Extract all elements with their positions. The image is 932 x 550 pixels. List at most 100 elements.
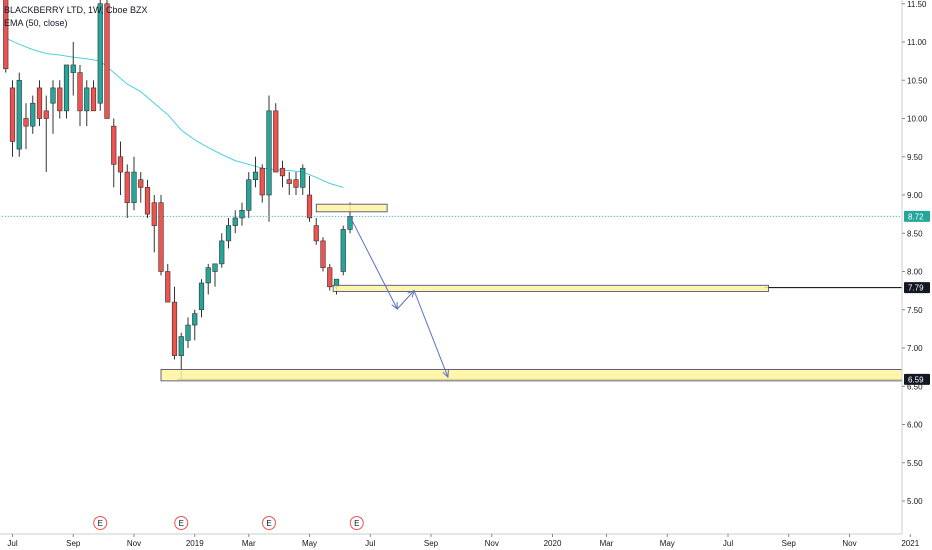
candle: [36, 80, 43, 127]
candle: [246, 172, 252, 218]
indicator-label[interactable]: EMA (50, close): [4, 18, 68, 28]
earnings-marker: E: [93, 516, 108, 530]
candle: [63, 64, 70, 119]
candle-body-up: [252, 171, 259, 181]
candle-body-down: [273, 110, 279, 173]
price-tag-bg: [904, 210, 930, 222]
candle-body-up: [50, 87, 56, 104]
candle: [185, 317, 191, 348]
candle: [239, 202, 245, 226]
candle-body-down: [259, 167, 265, 196]
candle-body-down: [57, 87, 63, 112]
candle-body-down: [111, 125, 117, 165]
candle: [306, 175, 313, 222]
price-tick-label: 10.00: [907, 115, 928, 124]
price-tick-label: 11.00: [907, 38, 927, 47]
candle-body-down: [9, 87, 16, 142]
candle-body-up: [340, 229, 346, 272]
candle-body-down: [320, 240, 326, 268]
candle-body-down: [124, 171, 130, 203]
price-tag-label: 6.59: [908, 375, 924, 384]
earnings-marker: E: [262, 516, 276, 530]
candles-layer: [3, 0, 353, 380]
candle-body-down: [23, 118, 29, 127]
price-axis[interactable]: 11.50 11.00 10.50 10.00 9.50 9.00 8.50 8.00 7.50…: [901, 0, 930, 534]
projection-arrow-segment: [396, 290, 415, 310]
candle: [219, 233, 225, 268]
price-tick-label: 5.50: [907, 459, 923, 468]
candle-body-down: [138, 179, 144, 188]
candle: [9, 80, 16, 157]
earnings-label: E: [98, 519, 103, 528]
candle: [320, 237, 326, 272]
candle: [111, 118, 117, 188]
candle-body-up: [212, 263, 218, 272]
candle: [77, 64, 83, 127]
time-tick-label: Jul: [365, 539, 375, 548]
candle: [212, 263, 218, 287]
projection-arrow-segment: [349, 216, 398, 310]
candle: [313, 217, 319, 245]
ema-layer: [5, 37, 344, 188]
candle: [232, 210, 238, 234]
candle-body-up: [266, 110, 272, 196]
candle: [90, 80, 97, 112]
candle: [225, 217, 232, 249]
symbol-title[interactable]: BLACKBERRY LTD, 1W, Cboe BZX: [4, 5, 148, 15]
price-tag: 6.59: [904, 373, 930, 385]
candle: [30, 95, 36, 134]
candle-body-down: [117, 156, 124, 173]
candle: [279, 160, 286, 188]
candle: [165, 263, 171, 303]
earnings-icon: [174, 516, 189, 530]
candle-body-up: [63, 64, 70, 112]
candle-body-up: [84, 87, 90, 112]
time-tick-label: Mar: [600, 539, 614, 548]
candle-body-up: [192, 313, 198, 326]
candle: [117, 141, 124, 195]
candle: [151, 195, 157, 253]
candle-body-down: [165, 271, 171, 303]
support-resistance-zone: [315, 203, 388, 213]
candle: [23, 103, 29, 150]
candle-body-down: [77, 72, 83, 112]
candle-body-down: [158, 202, 164, 272]
candle-body-up: [219, 240, 225, 265]
earnings-icon: [349, 516, 364, 530]
candle: [205, 263, 211, 295]
candle-body-up: [239, 210, 245, 219]
candle-body-down: [327, 267, 333, 288]
candle-body-up: [246, 179, 252, 211]
projection-arrow-segment: [413, 290, 449, 378]
candle: [198, 279, 205, 318]
time-axis[interactable]: Jul Sep Nov 2019 Mar May Jul Sep Nov 2020 Mar May Ju…: [0, 533, 920, 548]
candle-body-down: [279, 167, 286, 177]
time-tick-label: Nov: [842, 539, 856, 548]
candle-body-down: [293, 179, 299, 188]
candle-body-down: [151, 202, 157, 226]
candle: [293, 172, 299, 195]
chart-legend: BLACKBERRY LTD, 1W, Cboe BZX EMA (50, cl…: [4, 4, 148, 30]
earnings-icon: [93, 516, 108, 530]
earnings-label: E: [354, 519, 359, 528]
price-tag-bg: [904, 373, 930, 385]
candle: [192, 309, 198, 341]
candle-body-up: [198, 282, 205, 311]
candle-body-down: [313, 225, 319, 242]
time-tick-label: Sep: [66, 539, 81, 548]
time-tick-label: 2020: [544, 539, 562, 548]
candle: [138, 172, 144, 203]
earnings-marker: E: [349, 516, 364, 530]
earnings-marker: E: [174, 516, 189, 530]
ema-line: [5, 37, 344, 188]
candle-body-up: [205, 267, 211, 284]
candle-body-down: [3, 0, 9, 70]
candle: [252, 156, 259, 188]
earnings-label: E: [179, 519, 184, 528]
support-resistance-zone: [160, 369, 903, 382]
arrows-layer: [349, 216, 449, 379]
candle: [158, 195, 164, 276]
candle-body-down: [171, 301, 178, 356]
